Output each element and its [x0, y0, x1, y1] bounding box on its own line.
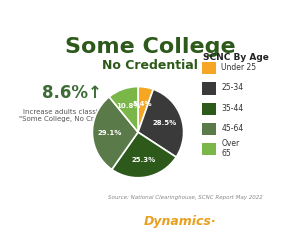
Text: 45-64: 45-64 [221, 124, 244, 133]
Wedge shape [112, 132, 176, 178]
Text: 8.6%↑: 8.6%↑ [42, 84, 102, 101]
Text: Over
65: Over 65 [221, 139, 240, 158]
FancyBboxPatch shape [202, 143, 216, 156]
Text: 5.4%: 5.4% [133, 101, 153, 107]
Wedge shape [109, 87, 138, 132]
Wedge shape [138, 87, 153, 132]
Wedge shape [92, 97, 138, 169]
Text: Some College: Some College [65, 38, 235, 57]
Text: 25-34: 25-34 [221, 84, 244, 93]
Wedge shape [138, 89, 184, 157]
Text: Increase adults classified as
"Some College, No Credential": Increase adults classified as "Some Coll… [19, 109, 125, 122]
Text: No Credential: No Credential [102, 59, 198, 72]
FancyBboxPatch shape [202, 102, 216, 115]
Text: 10.8%: 10.8% [116, 102, 141, 109]
Text: SCNC By Age: SCNC By Age [203, 53, 269, 62]
Text: 35-44: 35-44 [221, 104, 244, 113]
Text: Education: Education [71, 215, 141, 228]
Text: Key Demographic: Key Demographic [98, 7, 202, 17]
Text: Dynamics·: Dynamics· [144, 215, 217, 228]
FancyBboxPatch shape [202, 123, 216, 135]
Text: 25.3%: 25.3% [131, 157, 155, 163]
FancyBboxPatch shape [202, 62, 216, 75]
FancyBboxPatch shape [202, 82, 216, 95]
Text: 29.1%: 29.1% [98, 130, 122, 136]
Text: Source: National Clearinghouse, SCNC Report May 2022: Source: National Clearinghouse, SCNC Rep… [108, 195, 262, 200]
Text: 28.5%: 28.5% [153, 120, 177, 126]
Text: Under 25: Under 25 [221, 63, 256, 72]
